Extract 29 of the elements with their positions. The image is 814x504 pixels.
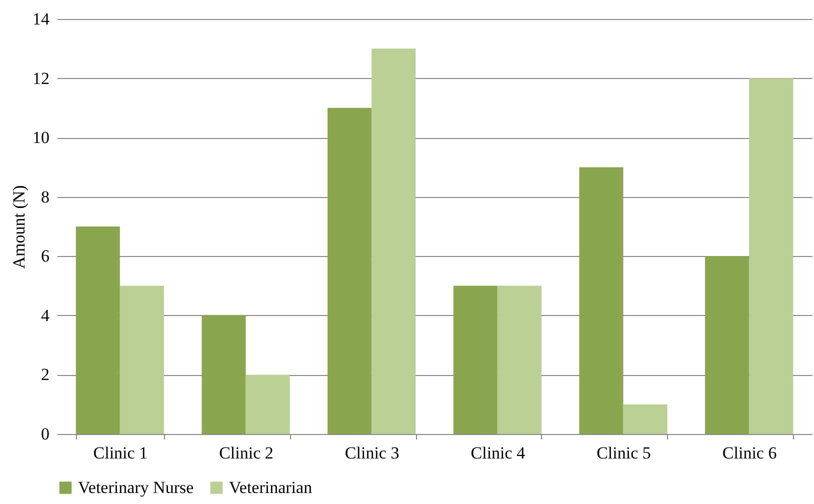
x-tick-label: Clinic 2 xyxy=(219,444,274,462)
bar xyxy=(579,167,624,434)
y-tick-label: 0 xyxy=(41,424,50,444)
x-tick-label: Clinic 4 xyxy=(470,444,526,462)
bar xyxy=(120,286,164,434)
x-tick-label: Clinic 1 xyxy=(93,444,148,462)
legend-label: Veterinarian xyxy=(229,478,313,497)
y-tick-label: 6 xyxy=(41,246,50,266)
x-tick-label: Clinic 3 xyxy=(344,444,400,462)
bar xyxy=(328,108,372,434)
legend-label: Veterinary Nurse xyxy=(78,478,194,497)
bar xyxy=(76,226,120,434)
bar xyxy=(453,286,498,434)
bar xyxy=(749,78,794,434)
bar xyxy=(705,256,750,434)
y-tick-label: 12 xyxy=(32,68,50,88)
bar xyxy=(246,374,290,434)
y-tick-label: 14 xyxy=(32,10,50,28)
x-tick-label: Clinic 6 xyxy=(722,444,777,462)
bar xyxy=(497,286,542,434)
bar xyxy=(623,404,668,434)
x-tick-label: Clinic 5 xyxy=(596,444,651,462)
y-tick-label: 4 xyxy=(41,306,50,325)
y-axis-title: Amount (N) xyxy=(10,185,28,269)
bar xyxy=(372,48,416,434)
y-tick-label: 2 xyxy=(41,365,50,384)
bar xyxy=(202,315,246,434)
y-tick-label: 10 xyxy=(32,128,50,148)
y-tick-label: 8 xyxy=(41,187,50,206)
